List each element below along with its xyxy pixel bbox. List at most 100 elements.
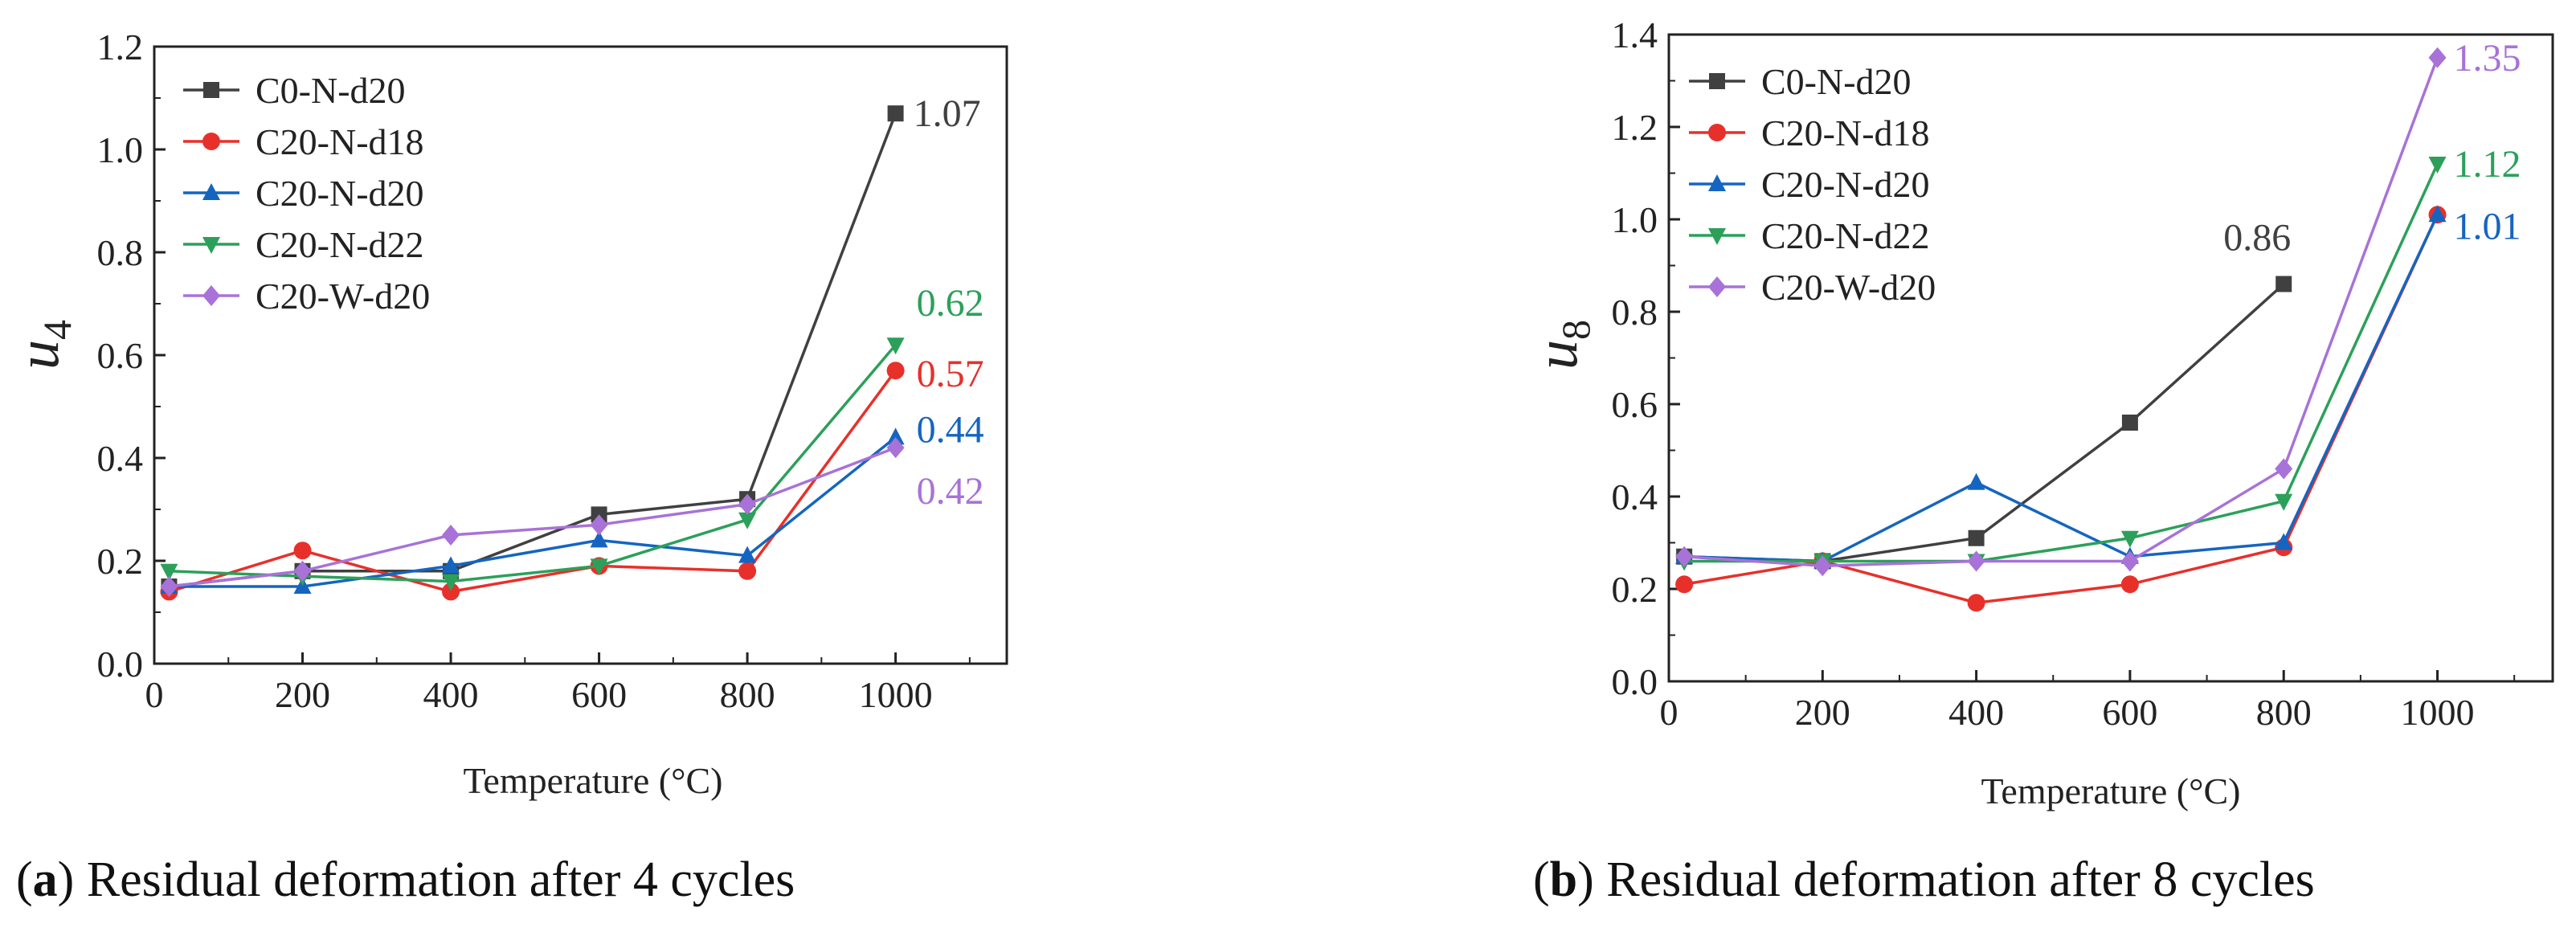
chart-a-series-line [169,344,897,583]
chart-a-data-point [738,493,757,515]
chart-a-caption-letter: a [33,852,58,907]
chart-b-y-tick-label: 0.8 [1612,292,1658,333]
chart-a-data-point [442,556,460,574]
chart-a-series-C20-N-d22: 0.62 [160,282,984,591]
chart-a-series-line [169,446,897,588]
chart-b-ylabel: u8 [1524,320,1598,370]
chart-a-ylabel-main: u [6,340,72,370]
chart-b-series-line [1684,283,2285,563]
chart-b-x-tick-label: 0 [1660,692,1678,733]
chart-a-data-point [738,512,757,529]
chart-a-series-C0-N-d20: 1.07 [161,92,981,595]
chart-a-legend-label: C20-N-d22 [256,224,424,265]
chart-a-data-point [738,562,757,580]
chart-b-series-C20-W-d20: 1.35 [1675,37,2521,577]
chart-a-data-point [293,542,312,560]
chart-b-y-tick-label: 1.0 [1612,199,1658,240]
chart-b-legend-label: C20-N-d18 [1761,112,1930,153]
chart-a-y-tick-label: 0.4 [97,438,144,479]
chart-a-series-C20-N-d20: 0.44 [160,408,984,594]
chart-a-series-C20-W-d20: 0.42 [160,437,984,597]
chart-a-data-point [442,582,460,601]
chart-b-y-tick-label: 0.6 [1612,384,1658,425]
chart-a-y-tick-label: 0.6 [97,335,144,376]
chart-a-data-label: 0.57 [917,353,984,395]
chart-b-legend-label: C20-N-d22 [1761,215,1930,256]
chart-b-legend-marker [1708,276,1726,297]
chart-b-data-label: 1.12 [2454,143,2521,186]
chart-b-caption: (b) Residual deformation after 8 cycles [1533,852,2315,907]
chart-b-data-point [1967,550,1985,572]
chart-b-x-tick-label: 200 [1795,692,1850,733]
chart-b-data-point [2428,47,2447,68]
chart-a-y-tick-label: 0.8 [97,232,144,273]
chart-a-data-label: 1.07 [914,92,981,135]
chart-b-series-line [1684,57,2439,568]
chart-b-ylabel-sub: 8 [1553,320,1598,340]
chart-a-ylabel: u4 [6,320,80,370]
chart-a-data-point [442,525,460,546]
chart-b-data-point [2275,493,2293,511]
chart-a-legend-label: C20-N-d20 [256,173,424,214]
chart-a-series-C20-N-d18: 0.57 [160,353,984,601]
chart-b-y-tick-label: 1.4 [1612,14,1658,55]
chart-a-data-point [590,514,608,536]
chart-b-data-point [2275,533,2293,550]
chart-a-data-point [886,362,905,380]
chart-a-legend-marker [203,82,219,98]
chart-b-data-point [2275,458,2293,480]
chart-a-x-tick-label: 200 [275,674,330,715]
chart-b-legend-label: C20-N-d20 [1761,164,1930,205]
chart-b-x-tick-label: 1000 [2401,692,2475,733]
chart-a-data-point [887,105,904,122]
chart-b-data-point [1968,529,1985,546]
chart-a-legend-marker [202,133,220,150]
chart-b-data-label: 0.86 [2223,217,2291,260]
chart-a-data-label: 0.44 [917,408,984,451]
chart-b-data-point [2120,575,2139,594]
chart-b-data-point [2275,276,2292,292]
chart-b-data-point [2428,157,2447,174]
chart-a-data-point [160,563,178,581]
chart-b-data-label: 1.35 [2454,37,2521,80]
chart-a-x-tick-label: 800 [720,674,775,715]
chart-b-ylabel-main: u [1524,340,1590,370]
chart-a-legend-marker [202,237,220,254]
chart-a-caption: (a) Residual deformation after 4 cycles [16,852,795,907]
chart-a-y-tick-label: 1.2 [97,27,144,67]
chart-b-legend-marker [1709,73,1725,89]
chart-b-caption-text: Residual deformation after 8 cycles [1606,852,2314,907]
chart-a-x-tick-label: 600 [571,674,627,715]
chart-b-y-tick-label: 1.2 [1612,107,1658,148]
chart-b-data-label: 1.01 [2454,205,2521,247]
chart-b-legend-label: C0-N-d20 [1761,61,1912,102]
chart-a-x-tick-label: 1000 [859,674,933,715]
chart-b-legend-label: C20-W-d20 [1761,267,1936,308]
chart-b-caption-letter: b [1550,852,1577,907]
chart-a-x-tick-label: 400 [423,674,479,715]
chart-a-data-point [590,530,608,548]
chart-b-data-point [2120,530,2139,548]
chart-b-y-tick-label: 0.0 [1612,661,1658,702]
chart-a-data-label: 0.62 [917,282,984,325]
chart-b-x-tick-label: 600 [2102,692,2157,733]
chart-a-legend-label: C20-W-d20 [256,276,430,317]
chart-a-data-point [738,546,757,563]
chart-b-y-tick-label: 0.4 [1612,476,1658,517]
chart-a-series-line [168,370,898,594]
chart-b-y-tick-label: 0.2 [1612,569,1658,610]
chart-b-x-tick-label: 400 [1948,692,2004,733]
chart-b-data-point [2428,205,2447,223]
chart-b-data-point [1813,555,1832,577]
chart-b-data-point [1675,546,1694,567]
chart-a-data-point [886,427,905,445]
chart-a-series-line [169,436,897,588]
chart-b-data-point [2121,415,2138,431]
chart-panel-a: u4 Temperature (°C) (a) Residual deforma… [6,27,1008,907]
chart-b-x-tick-label: 800 [2256,692,2312,733]
chart-a-data-point [886,437,905,459]
chart-b-data-point [1967,594,1985,612]
chart-b-data-point [2120,550,2139,572]
chart-a-caption-text: Residual deformation after 4 cycles [87,852,795,907]
